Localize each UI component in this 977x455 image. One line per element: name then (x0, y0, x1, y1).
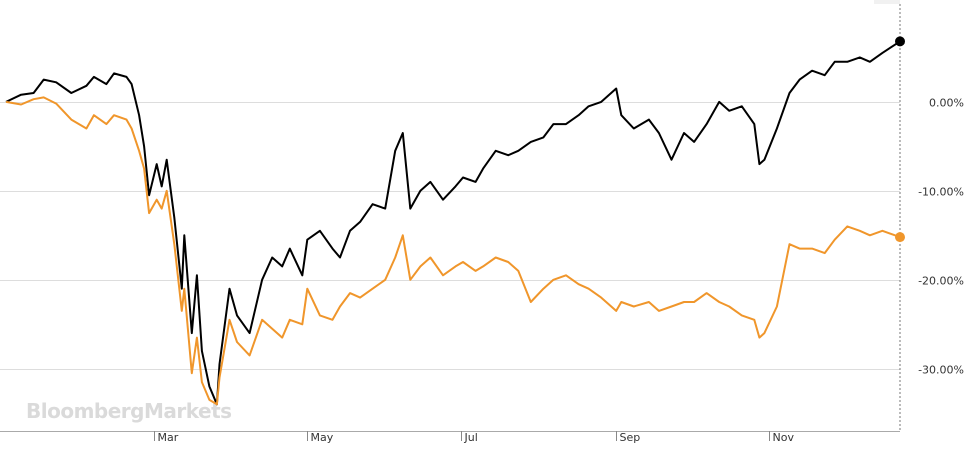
series-lines (5, 36, 905, 406)
x-axis: Mar May Jul Sep Nov (0, 431, 900, 444)
series-end-marker-2[interactable] (895, 232, 905, 243)
x-tick-label: Sep (620, 431, 641, 444)
bloomberg-markets-watermark: BloombergMarkets (26, 399, 232, 423)
x-tick-label: May (311, 431, 334, 444)
y-tick-label: -30.00% (918, 364, 964, 377)
x-tick-label: Nov (773, 431, 795, 444)
series-line-2 (5, 96, 901, 406)
x-tick-label: Mar (158, 431, 179, 444)
grid-lines (0, 102, 900, 370)
y-tick-label: -20.00% (918, 275, 964, 288)
y-axis: 0.00% -10.00% -20.00% -30.00% (918, 97, 964, 377)
series-end-marker-1[interactable] (895, 36, 905, 47)
y-tick-label: 0.00% (929, 97, 964, 110)
series-line-1 (5, 40, 901, 406)
y-tick-label: -10.00% (918, 186, 964, 199)
x-tick-label: Jul (464, 431, 478, 444)
corner-tab (874, 0, 900, 4)
